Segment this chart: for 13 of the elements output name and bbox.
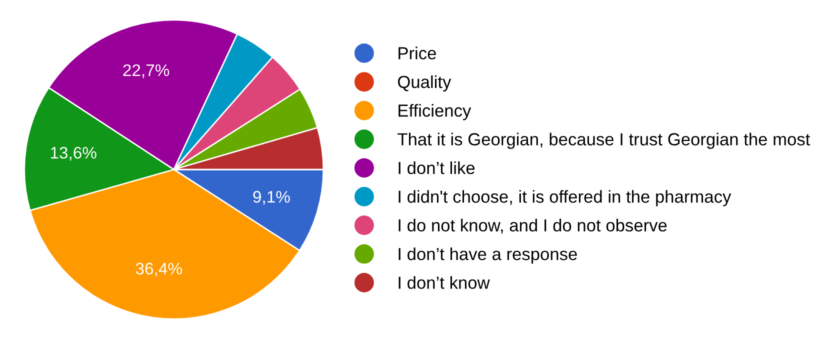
legend-label: I don’t like — [398, 161, 475, 174]
legend-label: That it is Georgian, because I trust Georgian the most — [398, 132, 810, 149]
legend-label: I didn't choose, it is offered in the pharmacy — [398, 190, 732, 206]
data-label: 13,6% — [50, 146, 96, 161]
legend-label: I do not know, and I do not observe — [398, 218, 667, 234]
data-label: 36,4% — [136, 262, 182, 277]
legend-label: I don’t have a response — [398, 247, 577, 264]
data-label: 22,7% — [123, 64, 170, 78]
legend-label: I don’t know — [398, 276, 490, 289]
data-label: 9,1% — [253, 190, 290, 205]
legend-label: Price — [398, 46, 436, 60]
legend-label: Quality — [398, 75, 452, 92]
legend-label: Efficiency — [398, 104, 472, 120]
